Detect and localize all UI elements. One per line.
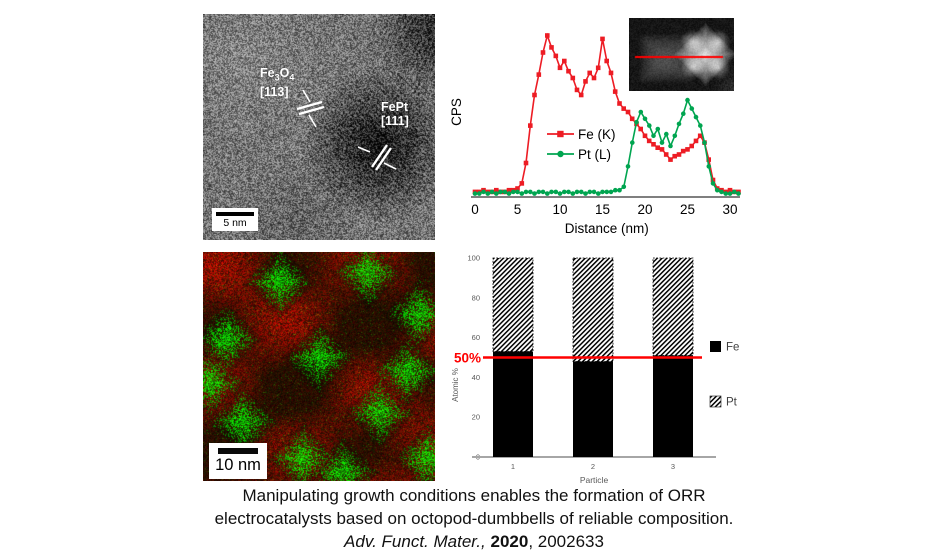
hrtem-image xyxy=(203,14,435,240)
svg-text:80: 80 xyxy=(472,293,480,302)
svg-text:20: 20 xyxy=(637,202,652,217)
scale-bar-label: 5 nm xyxy=(223,217,247,229)
svg-text:Pt: Pt xyxy=(726,397,738,409)
svg-text:CPS: CPS xyxy=(449,98,464,126)
svg-text:15: 15 xyxy=(595,202,610,217)
svg-text:Fe: Fe xyxy=(726,342,739,354)
svg-text:60: 60 xyxy=(472,333,480,342)
svg-text:2: 2 xyxy=(591,462,595,471)
svg-text:25: 25 xyxy=(680,202,695,217)
caption-citation: Adv. Funct. Mater., 2020, 2002633 xyxy=(0,530,948,553)
svg-text:Particle: Particle xyxy=(580,475,609,485)
svg-text:1: 1 xyxy=(511,462,515,471)
scale-bar-line xyxy=(218,448,258,454)
phase-label-fept: FePt [111] xyxy=(381,100,409,128)
eds-map-image xyxy=(203,252,435,481)
svg-text:40: 40 xyxy=(472,373,480,382)
caption-line-1: Manipulating growth conditions enables t… xyxy=(242,486,706,505)
phase-plane: [113] xyxy=(260,84,289,99)
svg-text:Fe (K): Fe (K) xyxy=(578,127,616,142)
lattice-markers-overlay xyxy=(296,89,397,171)
phase-label-fe3o4: Fe3O4 [113] xyxy=(260,66,294,99)
lattice-spacing-marker-fept xyxy=(357,144,397,171)
figure-caption: Manipulating growth conditions enables t… xyxy=(0,484,948,553)
svg-text:Atomic %: Atomic % xyxy=(451,368,460,402)
citation-year: 2020 xyxy=(490,532,529,551)
svg-text:50%: 50% xyxy=(454,351,481,366)
stem-inset-image xyxy=(629,18,734,91)
eds-line-scan-chart: 0 5 10 15 20 25 30 Distance (nm) CPS Fe (K) Pt (L) xyxy=(447,3,747,243)
hrtem-scale-bar: 5 nm xyxy=(212,208,258,231)
scale-bar-line xyxy=(216,212,254,216)
svg-text:Distance (nm): Distance (nm) xyxy=(565,221,649,236)
eds-scale-bar: 10 nm xyxy=(209,443,267,479)
svg-text:10: 10 xyxy=(552,202,567,217)
caption-line-2: electrocatalysts based on octopod-dumbbe… xyxy=(214,509,734,528)
svg-text:20: 20 xyxy=(472,413,480,422)
svg-text:3: 3 xyxy=(671,462,675,471)
scale-bar-label: 10 nm xyxy=(215,456,261,474)
lattice-spacing-marker-fe3o4 xyxy=(296,89,325,128)
phase-formula: FePt xyxy=(381,100,409,114)
svg-text:0: 0 xyxy=(471,202,479,217)
phase-plane: [111] xyxy=(381,114,409,128)
journal-name: Adv. Funct. Mater., xyxy=(344,532,491,551)
citation-article-number: , 2002633 xyxy=(528,532,604,551)
phase-formula: Fe3O4 xyxy=(260,66,295,83)
svg-text:100: 100 xyxy=(467,254,480,263)
svg-text:5: 5 xyxy=(514,202,522,217)
svg-text:30: 30 xyxy=(722,202,737,217)
svg-text:Pt (L): Pt (L) xyxy=(578,147,611,162)
